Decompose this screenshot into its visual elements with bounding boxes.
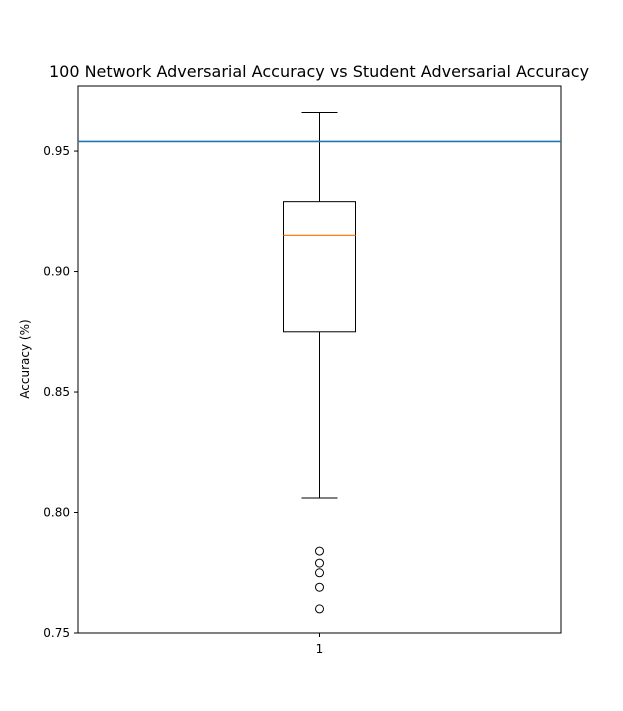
x-tick-label: 1 — [316, 642, 324, 656]
plot-area: 0.75 0.80 0.85 0.90 0.95 1 — [43, 85, 562, 656]
iqr-box — [283, 201, 356, 333]
outlier-point — [315, 568, 324, 578]
outlier-point — [315, 582, 324, 592]
outlier-point — [315, 604, 324, 614]
chart-title: 100 Network Adversarial Accuracy vs Stud… — [49, 62, 589, 81]
outlier-point — [315, 546, 324, 556]
y-tick-label: 0.90 — [43, 265, 70, 279]
y-tick-label: 0.75 — [43, 626, 70, 640]
y-tick-label: 0.85 — [43, 385, 70, 399]
y-axis-label: Accuracy (%) — [18, 319, 32, 398]
y-tick-label: 0.95 — [43, 144, 70, 158]
y-tick-label: 0.80 — [43, 506, 70, 520]
outlier-point — [315, 558, 324, 568]
